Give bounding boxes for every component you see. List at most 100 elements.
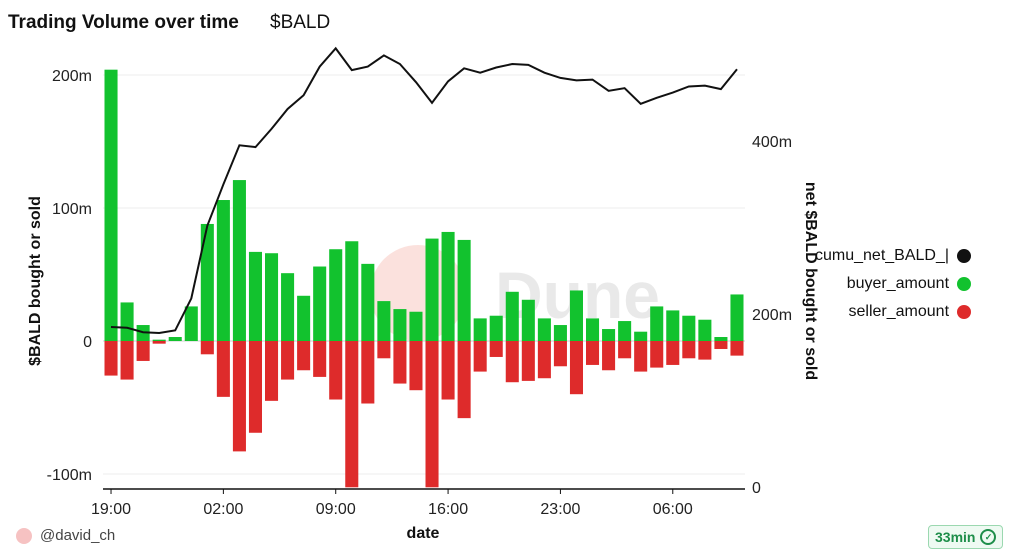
seller-bar [618, 341, 632, 359]
seller-bar [345, 341, 359, 488]
seller-bar [152, 341, 166, 344]
seller-bar [393, 341, 407, 384]
seller-bar [457, 341, 471, 419]
seller-bar [553, 341, 567, 367]
author[interactable]: @david_ch [16, 527, 115, 544]
author-name: @david_ch [40, 527, 116, 544]
buyer-bar [537, 318, 551, 341]
seller-bar [586, 341, 600, 365]
x-tick-label: 23:00 [540, 501, 580, 518]
buyer-bar [473, 318, 487, 341]
buyer-bar [425, 238, 439, 341]
buyer-bar [650, 306, 664, 341]
legend: cumu_net_BALD_| buyer_amount seller_amou… [815, 242, 972, 326]
x-tick-label: 19:00 [91, 501, 131, 518]
buyer-bar [184, 306, 198, 341]
y2-tick-label: 0 [752, 480, 761, 497]
legend-swatch-buyer [957, 277, 972, 291]
buyer-bar [232, 180, 246, 341]
seller-bar [120, 341, 134, 380]
buyer-bar [698, 319, 712, 341]
seller-bar [361, 341, 375, 404]
buyer-bar [441, 231, 455, 341]
y2-tick-label: 400m [752, 134, 792, 151]
chart-title: Trading Volume over time [8, 12, 239, 33]
refresh-time: 33min [935, 529, 976, 545]
buyer-bar [200, 223, 214, 341]
buyer-bar [297, 295, 311, 341]
seller-bar [714, 341, 728, 349]
seller-bar [200, 341, 214, 355]
y2-tick-label: 200m [752, 307, 792, 324]
seller-bar [650, 341, 664, 368]
buyer-bar [393, 309, 407, 341]
buyer-bar [409, 311, 423, 341]
cumulative-line [110, 46, 738, 335]
seller-bar [698, 341, 712, 360]
legend-swatch-cumu [957, 249, 972, 263]
legend-item-seller[interactable]: seller_amount [815, 298, 972, 326]
x-tick-label: 02:00 [203, 501, 243, 518]
buyer-bar [216, 200, 230, 341]
buyer-bar [682, 315, 696, 341]
seller-bar [281, 341, 295, 380]
buyer-bar [602, 329, 616, 341]
legend-item-cumu[interactable]: cumu_net_BALD_| [815, 242, 972, 270]
buyer-bar [248, 251, 262, 341]
buyer-bar [168, 337, 182, 341]
legend-item-buyer[interactable]: buyer_amount [815, 270, 972, 298]
buyer-bar [361, 263, 375, 341]
buyer-bar [152, 339, 166, 341]
seller-bar [489, 341, 503, 357]
y-tick-label: 100m [52, 201, 92, 218]
x-tick-label: 09:00 [316, 501, 356, 518]
buyer-bar [281, 273, 295, 341]
x-axis-title: date [407, 525, 440, 542]
seller-bar [473, 341, 487, 372]
seller-bar [329, 341, 343, 400]
refresh-badge[interactable]: 33min ✓ [928, 525, 1004, 549]
seller-bar [602, 341, 616, 371]
buyer-bar [265, 253, 279, 341]
y2-axis-title: net $BALD bought or sold [802, 182, 819, 380]
buyer-bar [457, 239, 471, 341]
y-tick-label: 200m [52, 68, 92, 85]
buyer-bar [489, 315, 503, 341]
seller-bar [104, 341, 118, 376]
seller-bar [441, 341, 455, 400]
seller-bar [232, 341, 246, 452]
y-tick-label: 0 [83, 334, 92, 351]
buyer-bar [730, 294, 744, 341]
y-axis-title: $BALD bought or sold [27, 196, 44, 366]
x-tick-label: 16:00 [428, 501, 468, 518]
seller-bar [136, 341, 150, 361]
buyer-bar [104, 69, 118, 342]
seller-bar [730, 341, 744, 356]
buyer-bar [313, 266, 327, 341]
seller-bar [297, 341, 311, 371]
seller-bar [409, 341, 423, 391]
seller-bar [425, 341, 439, 488]
seller-bar [248, 341, 262, 433]
seller-bar [537, 341, 551, 379]
seller-bar [666, 341, 680, 365]
buyer-bar [666, 310, 680, 341]
seller-bar [521, 341, 535, 381]
legend-label-cumu: cumu_net_BALD_| [815, 247, 950, 264]
buyer-bar [714, 337, 728, 341]
legend-label-buyer: buyer_amount [846, 275, 950, 292]
seller-bar [682, 341, 696, 359]
buyer-bar [553, 325, 567, 341]
chart-subtitle: $BALD [270, 12, 331, 33]
y-tick-label: -100m [47, 467, 92, 484]
buyer-bar [505, 291, 519, 341]
seller-bar [569, 341, 583, 395]
buyer-bar [569, 290, 583, 341]
check-circle-icon: ✓ [980, 529, 997, 545]
seller-bar [265, 341, 279, 401]
seller-bar [634, 341, 648, 372]
buyer-bar [634, 331, 648, 341]
legend-swatch-seller [957, 305, 972, 319]
avatar [16, 527, 32, 544]
